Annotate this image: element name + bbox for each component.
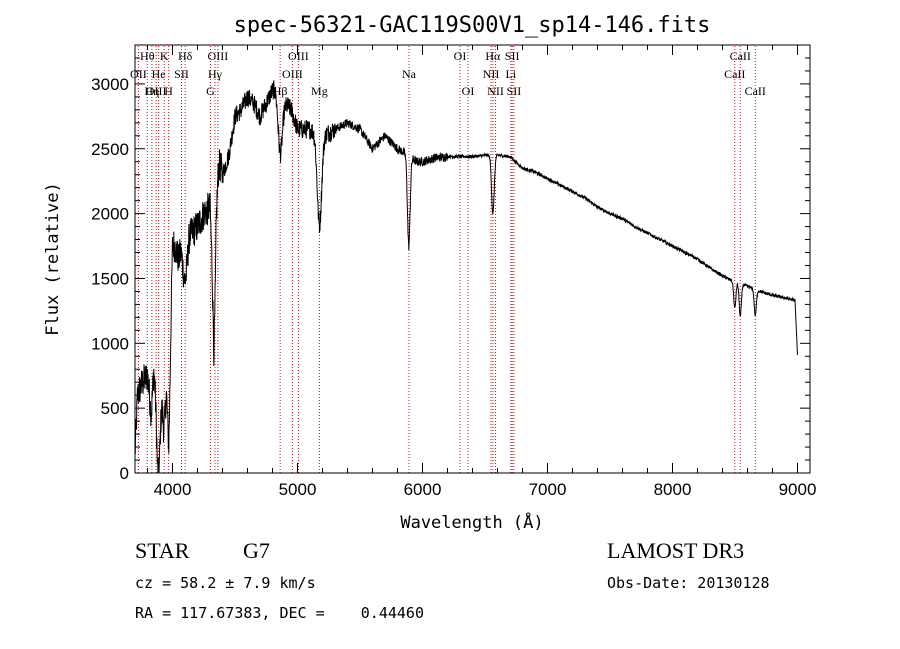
- line-label-23: Li: [506, 67, 517, 81]
- x-axis-label: Wavelength (Å): [400, 511, 543, 533]
- x-tick-label-4: 8000: [654, 480, 692, 499]
- x-tick-label-5: 9000: [779, 480, 817, 499]
- line-label-19: Hα: [485, 49, 501, 63]
- axis-ticks: 4000 5000 6000 7000 8000 9000 0 500 1000 1500 2000…: [91, 45, 816, 499]
- observation-date: Obs-Date: 20130128: [607, 574, 770, 592]
- x-tick-label-2: 6000: [404, 480, 442, 499]
- line-label-24: SII: [507, 84, 522, 98]
- x-tick-label-1: 5000: [279, 480, 317, 499]
- line-label-1: OII: [130, 67, 147, 81]
- line-label-26: CaII: [724, 67, 745, 81]
- line-markers: [137, 46, 756, 473]
- x-tick-label-3: 7000: [529, 480, 567, 499]
- y-tick-label-3: 1500: [91, 269, 129, 288]
- spectrum-line: [134, 80, 798, 474]
- y-tick-label-6: 3000: [91, 75, 129, 94]
- y-tick-label-2: 1000: [91, 334, 129, 353]
- object-class: STAR: [135, 538, 190, 563]
- line-label-4: He: [152, 67, 166, 81]
- line-label-15: Mg: [311, 84, 328, 98]
- line-label-27: CaII: [745, 84, 766, 98]
- x-tick-label-0: 4000: [154, 480, 192, 499]
- line-label-11: G: [206, 84, 215, 98]
- line-label-18: OI: [462, 84, 475, 98]
- line-label-10: Hγ: [208, 67, 223, 81]
- line-label-22: SII: [505, 49, 520, 63]
- line-label-17: OI: [454, 49, 467, 63]
- line-label-13: OIII: [282, 67, 303, 81]
- y-tick-label-5: 2500: [91, 140, 129, 159]
- line-label-12: OIII: [288, 49, 309, 63]
- line-label-25: CaII: [730, 49, 751, 63]
- line-label-6: H: [164, 84, 173, 98]
- line-label-5: Hη: [144, 84, 159, 98]
- line-label-3: K: [160, 49, 169, 63]
- line-label-0: Hθ: [140, 49, 155, 63]
- ra-dec-coordinates: RA = 117.67383, DEC = 0.44460: [135, 604, 424, 622]
- survey-name: LAMOST DR3: [607, 538, 745, 563]
- line-label-9: OIII: [208, 49, 229, 63]
- spectrum-group: [134, 80, 798, 474]
- y-tick-label-4: 2000: [91, 205, 129, 224]
- line-label-16: Na: [402, 67, 417, 81]
- y-tick-label-1: 500: [101, 399, 129, 418]
- line-label-21: NII: [487, 84, 504, 98]
- line-label-2: OIII: [146, 84, 167, 98]
- chart-title: spec-56321-GAC119S00V1_sp14-146.fits: [234, 13, 711, 38]
- line-label-20: NII: [483, 67, 500, 81]
- redshift-cz: cz = 58.2 ± 7.9 km/s: [135, 574, 316, 592]
- line-label-8: SII: [174, 67, 189, 81]
- y-axis-label: Flux (relative): [43, 182, 63, 336]
- object-subclass: G7: [243, 538, 270, 563]
- line-label-7: Hδ: [178, 49, 193, 63]
- y-tick-label-0: 0: [120, 464, 129, 483]
